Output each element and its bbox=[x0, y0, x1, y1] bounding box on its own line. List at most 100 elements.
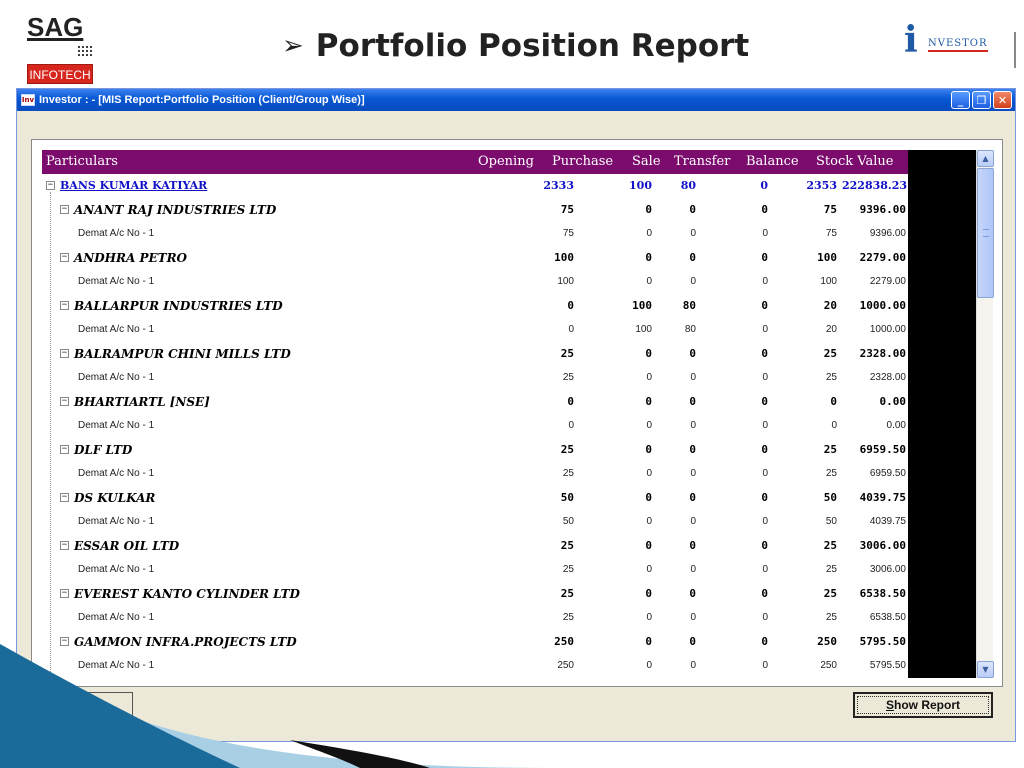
demat-transfer: 0 bbox=[762, 276, 768, 287]
stock-transfer: 0 bbox=[761, 251, 768, 264]
demat-row[interactable]: Demat A/c No - 1 0 100 80 0 20 1000.00 bbox=[42, 318, 908, 342]
stock-sale: 0 bbox=[689, 203, 696, 216]
demat-row[interactable]: Demat A/c No - 1 25 0 0 0 25 6959.50 bbox=[42, 462, 908, 486]
demat-name: Demat A/c No - 1 bbox=[78, 276, 155, 287]
app-window: Inv Investor : - [MIS Report:Portfolio P… bbox=[16, 88, 1016, 742]
demat-purchase: 0 bbox=[646, 372, 652, 383]
app-icon[interactable]: Inv bbox=[21, 94, 35, 106]
slide-title-text: Portfolio Position Report bbox=[315, 28, 750, 64]
collapse-toggle-icon[interactable]: − bbox=[60, 444, 69, 454]
client-opening: 2333 bbox=[543, 179, 574, 192]
stock-transfer: 0 bbox=[761, 491, 768, 504]
demat-row[interactable]: Demat A/c No - 1 25 0 0 0 25 2328.00 bbox=[42, 366, 908, 390]
demat-balance: 25 bbox=[825, 612, 837, 623]
stock-balance: 25 bbox=[823, 347, 837, 360]
column-header-stock-value[interactable]: Stock Value bbox=[816, 154, 894, 169]
demat-name: Demat A/c No - 1 bbox=[78, 612, 155, 623]
scroll-thumb[interactable] bbox=[977, 168, 994, 298]
demat-row[interactable]: Demat A/c No - 1 25 0 0 0 25 6538.50 bbox=[42, 606, 908, 630]
column-header-balance[interactable]: Balance bbox=[746, 154, 799, 169]
demat-row[interactable]: Demat A/c No - 1 75 0 0 0 75 9396.00 bbox=[42, 222, 908, 246]
collapse-toggle-icon[interactable]: − bbox=[60, 300, 69, 310]
stock-balance: 100 bbox=[817, 251, 837, 264]
stock-sale: 0 bbox=[689, 635, 696, 648]
demat-purchase: 0 bbox=[646, 612, 652, 623]
column-header-particulars[interactable]: Particulars bbox=[46, 154, 118, 169]
demat-row[interactable]: Demat A/c No - 1 100 0 0 0 100 2279.00 bbox=[42, 270, 908, 294]
stock-opening: 100 bbox=[554, 251, 574, 264]
collapse-toggle-icon[interactable]: − bbox=[60, 252, 69, 262]
stock-opening: 25 bbox=[560, 347, 574, 360]
demat-name: Demat A/c No - 1 bbox=[78, 660, 155, 671]
demat-opening: 25 bbox=[562, 612, 574, 623]
demat-row[interactable]: Demat A/c No - 1 25 0 0 0 25 3006.00 bbox=[42, 558, 908, 582]
stock-row[interactable]: − BHARTIARTL [NSE] 0 0 0 0 0 0.00 bbox=[42, 390, 908, 414]
stock-row[interactable]: − BALRAMPUR CHINI MILLS LTD 25 0 0 0 25 2328.00 bbox=[42, 342, 908, 366]
stock-stock-value: 5795.50 bbox=[859, 635, 906, 648]
collapse-toggle-icon[interactable]: − bbox=[46, 180, 55, 190]
stock-opening: 50 bbox=[560, 491, 574, 504]
vertical-scrollbar[interactable]: ▲ ▼ bbox=[976, 150, 994, 678]
stock-row[interactable]: − DLF LTD 25 0 0 0 25 6959.50 bbox=[42, 438, 908, 462]
minimize-button[interactable]: _ bbox=[951, 91, 970, 109]
demat-opening: 75 bbox=[562, 228, 574, 239]
stock-row[interactable]: − BALLARPUR INDUSTRIES LTD 0 100 80 0 20 1000.0… bbox=[42, 294, 908, 318]
stock-opening: 0 bbox=[567, 395, 574, 408]
demat-purchase: 0 bbox=[646, 420, 652, 431]
demat-transfer: 0 bbox=[762, 420, 768, 431]
collapse-toggle-icon[interactable]: − bbox=[60, 492, 69, 502]
demat-row[interactable]: Demat A/c No - 1 250 0 0 0 250 5795.50 bbox=[42, 654, 908, 678]
demat-transfer: 0 bbox=[762, 516, 768, 527]
client-row[interactable]: − BANS KUMAR KATIYAR 2333 100 80 0 2353 222838.… bbox=[42, 174, 908, 198]
logo-dots bbox=[77, 45, 93, 57]
column-header-opening[interactable]: Opening bbox=[478, 154, 534, 169]
stock-purchase: 0 bbox=[645, 251, 652, 264]
stock-row[interactable]: − ANANT RAJ INDUSTRIES LTD 75 0 0 0 75 9396.00 bbox=[42, 198, 908, 222]
stock-row[interactable]: − ESSAR OIL LTD 25 0 0 0 25 3006.00 bbox=[42, 534, 908, 558]
stock-row[interactable]: − ANDHRA PETRO 100 0 0 0 100 2279.00 bbox=[42, 246, 908, 270]
demat-sale: 0 bbox=[690, 660, 696, 671]
stock-name: DLF LTD bbox=[74, 443, 133, 457]
close-button[interactable]: ✕ bbox=[993, 91, 1012, 109]
window-titlebar[interactable]: Inv Investor : - [MIS Report:Portfolio P… bbox=[17, 89, 1015, 111]
scroll-up-button[interactable]: ▲ bbox=[977, 150, 994, 167]
collapse-toggle-icon[interactable]: − bbox=[60, 348, 69, 358]
collapse-toggle-icon[interactable]: − bbox=[60, 588, 69, 598]
demat-balance: 100 bbox=[820, 276, 837, 287]
column-header-transfer[interactable]: Transfer bbox=[674, 154, 731, 169]
stock-stock-value: 2328.00 bbox=[859, 347, 906, 360]
collapse-toggle-icon[interactable]: − bbox=[60, 636, 69, 646]
demat-opening: 25 bbox=[562, 372, 574, 383]
restore-button[interactable]: ❐ bbox=[972, 91, 991, 109]
stock-row[interactable]: − EVEREST KANTO CYLINDER LTD 25 0 0 0 25 6538.5… bbox=[42, 582, 908, 606]
tree-connector-line bbox=[50, 192, 51, 678]
stock-balance: 75 bbox=[823, 203, 837, 216]
demat-opening: 250 bbox=[557, 660, 574, 671]
stock-sale: 0 bbox=[689, 491, 696, 504]
stock-row[interactable]: − DS KULKAR 50 0 0 0 50 4039.75 bbox=[42, 486, 908, 510]
stock-purchase: 0 bbox=[645, 347, 652, 360]
column-header-sale[interactable]: Sale bbox=[632, 154, 661, 169]
stock-transfer: 0 bbox=[761, 539, 768, 552]
demat-row[interactable]: Demat A/c No - 1 50 0 0 0 50 4039.75 bbox=[42, 510, 908, 534]
stock-balance: 25 bbox=[823, 443, 837, 456]
stock-opening: 250 bbox=[554, 635, 574, 648]
stock-name: BHARTIARTL [NSE] bbox=[74, 395, 210, 409]
demat-balance: 50 bbox=[825, 516, 837, 527]
collapse-toggle-icon[interactable]: − bbox=[60, 540, 69, 550]
demat-transfer: 0 bbox=[762, 660, 768, 671]
demat-row[interactable]: Demat A/c No - 1 0 0 0 0 0 0.00 bbox=[42, 414, 908, 438]
logo-sag-text: SAG bbox=[27, 12, 84, 42]
demat-balance: 25 bbox=[825, 468, 837, 479]
stock-row[interactable]: − GAMMON INFRA.PROJECTS LTD 250 0 0 0 250 5795.… bbox=[42, 630, 908, 654]
demat-transfer: 0 bbox=[762, 324, 768, 335]
collapse-toggle-icon[interactable]: − bbox=[60, 396, 69, 406]
scroll-down-button[interactable]: ▼ bbox=[977, 661, 994, 678]
investor-logo-word: NVESTOR bbox=[928, 38, 988, 52]
collapse-toggle-icon[interactable]: − bbox=[60, 204, 69, 214]
stock-balance: 50 bbox=[823, 491, 837, 504]
stock-purchase: 0 bbox=[645, 443, 652, 456]
stock-opening: 25 bbox=[560, 443, 574, 456]
column-header-purchase[interactable]: Purchase bbox=[552, 154, 614, 169]
